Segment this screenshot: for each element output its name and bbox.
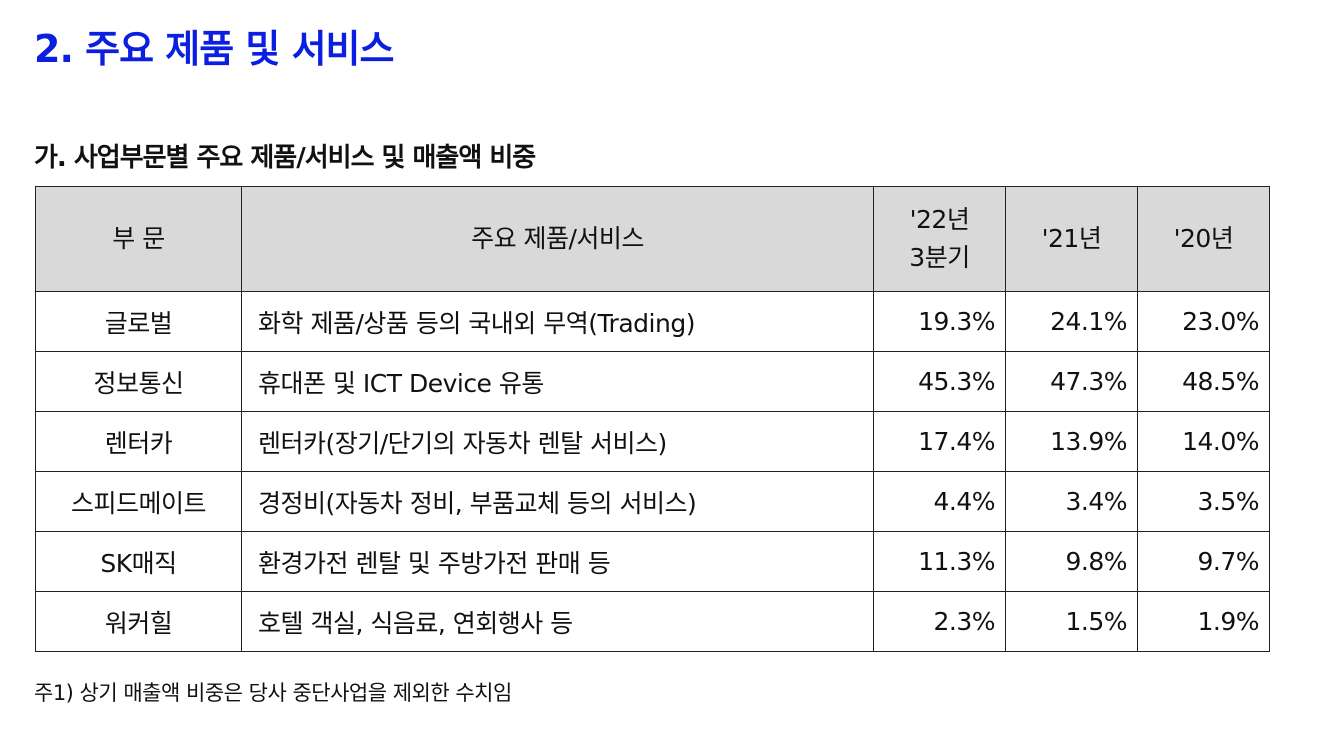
2020-share-cell: 1.9%: [1137, 591, 1270, 652]
segment-cell: SK매직: [35, 531, 242, 592]
2021-share-cell: 24.1%: [1005, 291, 1138, 352]
header-products: 주요 제품/서비스: [241, 186, 874, 292]
products-cell: 화학 제품/상품 등의 국내외 무역(Trading): [241, 291, 874, 352]
products-cell: 호텔 객실, 식음료, 연회행사 등: [241, 591, 874, 652]
2020-share-cell: 3.5%: [1137, 471, 1270, 532]
2020-share-cell: 9.7%: [1137, 531, 1270, 592]
q3-2022-share-cell: 17.4%: [873, 411, 1006, 472]
table-row: 렌터카 렌터카(장기/단기의 자동차 렌탈 서비스) 17.4% 13.9% 1…: [35, 411, 1270, 472]
table-caption: 가. 사업부문별 주요 제품/서비스 및 매출액 비중: [34, 143, 536, 173]
segment-cell: 렌터카: [35, 411, 242, 472]
header-q3-2022-year: '22년: [909, 205, 970, 234]
q3-2022-share-cell: 4.4%: [873, 471, 1006, 532]
table-row: 스피드메이트 경정비(자동차 정비, 부품교체 등의 서비스) 4.4% 3.4…: [35, 471, 1270, 532]
table-row: SK매직 환경가전 렌탈 및 주방가전 판매 등 11.3% 9.8% 9.7%: [35, 531, 1270, 592]
header-q3-2022-quarter: 3분기: [909, 243, 970, 272]
products-cell: 환경가전 렌탈 및 주방가전 판매 등: [241, 531, 874, 592]
header-segment: 부 문: [35, 186, 242, 292]
2021-share-cell: 1.5%: [1005, 591, 1138, 652]
segment-cell: 스피드메이트: [35, 471, 242, 532]
footnote: 주1) 상기 매출액 비중은 당사 중단사업을 제외한 수치임: [34, 681, 512, 705]
2021-share-cell: 47.3%: [1005, 351, 1138, 412]
section-title: 2. 주요 제품 및 서비스: [34, 27, 394, 71]
table-row: 워커힐 호텔 객실, 식음료, 연회행사 등 2.3% 1.5% 1.9%: [35, 591, 1270, 652]
segment-cell: 글로벌: [35, 291, 242, 352]
2020-share-cell: 48.5%: [1137, 351, 1270, 412]
2021-share-cell: 13.9%: [1005, 411, 1138, 472]
table-row: 정보통신 휴대폰 및 ICT Device 유통 45.3% 47.3% 48.…: [35, 351, 1270, 412]
q3-2022-share-cell: 19.3%: [873, 291, 1006, 352]
segment-cell: 워커힐: [35, 591, 242, 652]
header-2020: '20년: [1137, 186, 1270, 292]
2020-share-cell: 23.0%: [1137, 291, 1270, 352]
2021-share-cell: 3.4%: [1005, 471, 1138, 532]
q3-2022-share-cell: 2.3%: [873, 591, 1006, 652]
revenue-share-table: 부 문 주요 제품/서비스 '22년 3분기 '21년 '20년 글로벌 화학 …: [35, 186, 1270, 652]
q3-2022-share-cell: 45.3%: [873, 351, 1006, 412]
header-q3-2022: '22년 3분기: [873, 186, 1006, 292]
products-cell: 휴대폰 및 ICT Device 유통: [241, 351, 874, 412]
2021-share-cell: 9.8%: [1005, 531, 1138, 592]
products-cell: 렌터카(장기/단기의 자동차 렌탈 서비스): [241, 411, 874, 472]
products-cell: 경정비(자동차 정비, 부품교체 등의 서비스): [241, 471, 874, 532]
table-header-row: 부 문 주요 제품/서비스 '22년 3분기 '21년 '20년: [35, 186, 1270, 292]
segment-cell: 정보통신: [35, 351, 242, 412]
2020-share-cell: 14.0%: [1137, 411, 1270, 472]
header-2021: '21년: [1005, 186, 1138, 292]
table-row: 글로벌 화학 제품/상품 등의 국내외 무역(Trading) 19.3% 24…: [35, 291, 1270, 352]
q3-2022-share-cell: 11.3%: [873, 531, 1006, 592]
